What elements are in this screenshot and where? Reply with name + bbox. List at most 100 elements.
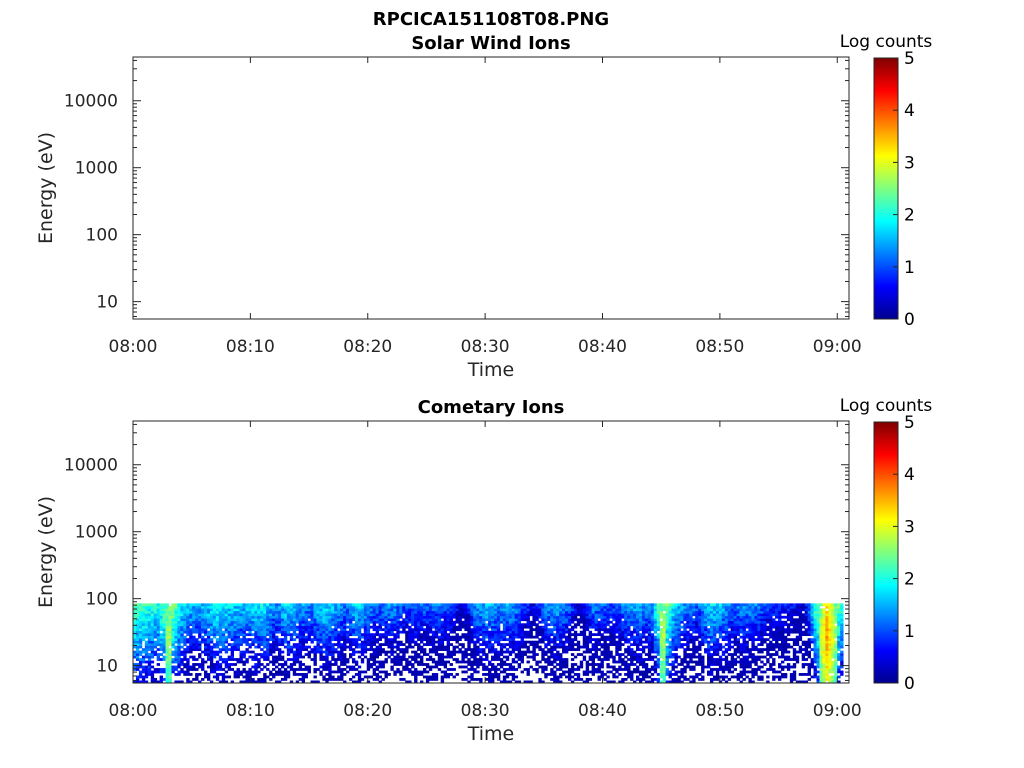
heatmap-cell	[606, 655, 610, 659]
heatmap-cell	[692, 650, 696, 654]
heatmap-cell	[718, 680, 723, 684]
heatmap-cell	[683, 635, 687, 639]
heatmap-cell	[153, 633, 158, 637]
heatmap-cell	[414, 628, 418, 632]
heatmap-cell	[292, 605, 297, 609]
heatmap-cell	[206, 645, 211, 649]
heatmap-cell	[701, 608, 705, 612]
x-tick-label: 08:50	[695, 337, 744, 357]
heatmap-cell	[183, 628, 187, 632]
heatmap-cell	[328, 605, 332, 609]
heatmap-cell	[195, 658, 199, 661]
heatmap-cell	[612, 628, 616, 632]
heatmap-cell	[192, 648, 196, 651]
heatmap-cell	[686, 648, 690, 651]
heatmap-cell	[594, 655, 598, 659]
heatmap-cell	[272, 618, 276, 622]
heatmap-cell	[393, 625, 397, 629]
heatmap-cell	[704, 613, 708, 617]
heatmap-cell	[360, 623, 365, 627]
heatmap-cell	[337, 653, 341, 656]
heatmap-cell	[662, 665, 666, 669]
heatmap-cell	[488, 643, 492, 646]
heatmap-cell	[458, 605, 462, 609]
heatmap-cell	[428, 620, 433, 624]
heatmap-cell	[718, 675, 723, 679]
heatmap-cell	[183, 625, 187, 629]
heatmap-cell	[553, 665, 557, 669]
heatmap-cell	[319, 645, 323, 649]
heatmap-cell	[671, 633, 675, 637]
heatmap-cell	[204, 650, 208, 654]
heatmap-cell	[171, 618, 175, 622]
heatmap-cell	[369, 605, 374, 609]
heatmap-cell	[541, 680, 545, 684]
heatmap-cell	[707, 605, 711, 609]
heatmap-cell	[559, 623, 563, 627]
heatmap-cell	[177, 670, 181, 674]
heatmap-cell	[517, 635, 522, 639]
heatmap-cell	[390, 633, 394, 637]
heatmap-cell	[363, 623, 368, 627]
heatmap-cell	[544, 620, 548, 624]
heatmap-cell	[384, 628, 388, 632]
heatmap-cell	[674, 670, 678, 674]
heatmap-cell	[313, 653, 317, 656]
heatmap-cell	[363, 655, 368, 659]
heatmap-cell	[704, 648, 708, 651]
heatmap-cell	[455, 608, 459, 612]
heatmap-cell	[564, 658, 569, 661]
heatmap-cell	[653, 645, 658, 649]
heatmap-cell	[328, 675, 332, 679]
heatmap-cell	[701, 628, 705, 632]
heatmap-cell	[177, 618, 181, 622]
heatmap-cell	[251, 680, 255, 684]
heatmap-cell	[283, 623, 288, 627]
heatmap-cell	[511, 630, 516, 634]
heatmap-cell	[680, 675, 684, 679]
heatmap-cell	[491, 638, 495, 642]
heatmap-cell	[677, 675, 681, 679]
heatmap-cell	[141, 635, 146, 639]
heatmap-cell	[346, 625, 350, 629]
heatmap-cell	[153, 603, 158, 607]
heatmap-cell	[493, 658, 498, 661]
heatmap-cell	[411, 613, 415, 617]
heatmap-cell	[476, 608, 480, 612]
heatmap-cell	[434, 605, 439, 609]
heatmap-cell	[150, 653, 155, 656]
heatmap-cell	[502, 635, 507, 639]
heatmap-cell	[562, 645, 566, 649]
heatmap-cell	[467, 645, 471, 649]
heatmap-cell	[633, 653, 637, 656]
heatmap-cell	[659, 643, 664, 646]
heatmap-cell	[712, 628, 717, 632]
heatmap-cell	[606, 628, 610, 632]
heatmap-cell	[260, 618, 264, 622]
heatmap-cell	[603, 628, 607, 632]
heatmap-cell	[627, 665, 631, 669]
heatmap-cell	[455, 610, 459, 614]
heatmap-cell	[452, 638, 456, 642]
heatmap-cell	[470, 663, 474, 666]
heatmap-cell	[709, 613, 714, 617]
heatmap-cell	[263, 608, 267, 612]
heatmap-cell	[544, 618, 548, 622]
heatmap-cell	[709, 663, 714, 666]
heatmap-cell	[582, 658, 587, 661]
heatmap-cell	[633, 640, 637, 644]
heatmap-cell	[162, 630, 166, 634]
heatmap-cell	[135, 618, 140, 622]
heatmap-cell	[644, 675, 649, 679]
heatmap-cell	[283, 613, 288, 617]
heatmap-cell	[449, 628, 453, 632]
heatmap-cell	[517, 603, 522, 607]
heatmap-cell	[570, 663, 575, 666]
heatmap-cell	[618, 605, 622, 609]
heatmap-cell	[286, 618, 291, 622]
heatmap-cell	[138, 623, 143, 627]
heatmap-cell	[630, 635, 634, 639]
heatmap-cell	[414, 673, 418, 676]
heatmap-cell	[387, 615, 391, 619]
heatmap-cell	[686, 605, 690, 609]
